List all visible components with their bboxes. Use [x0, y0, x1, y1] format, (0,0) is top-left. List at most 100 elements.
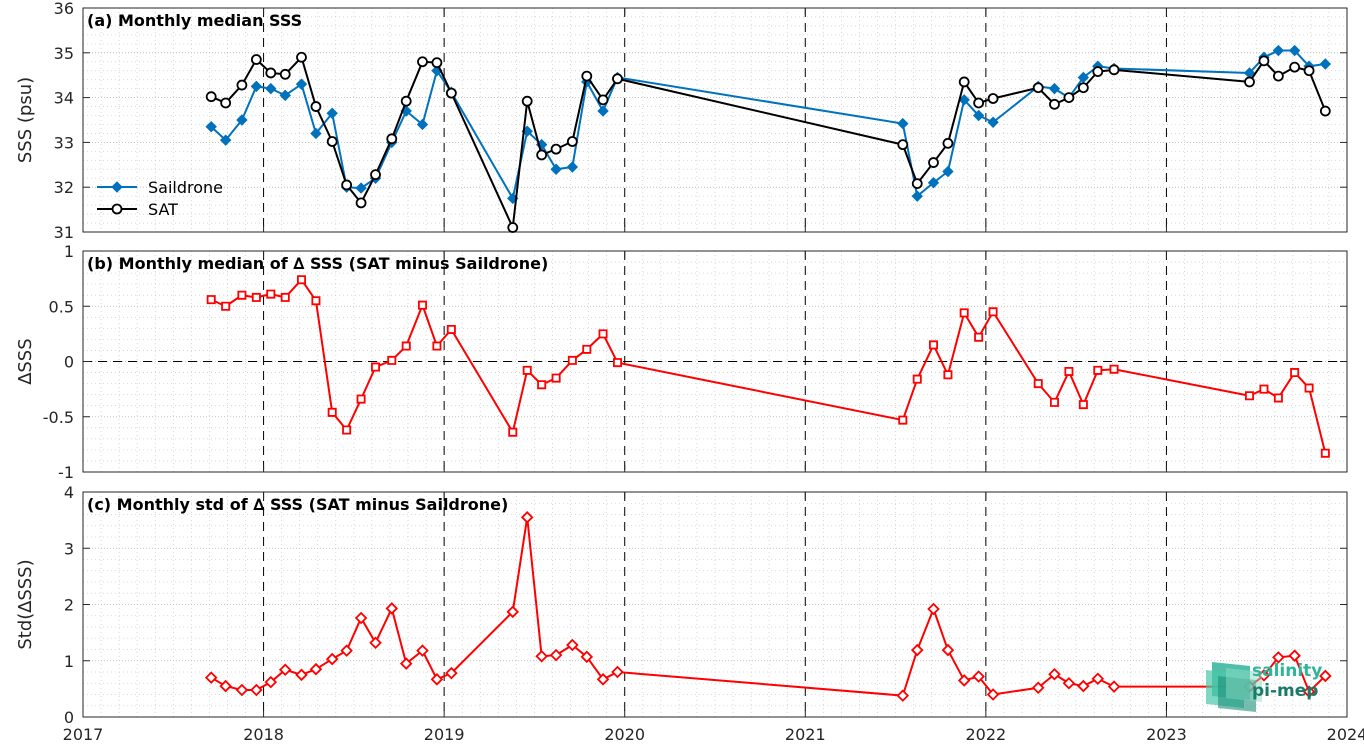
data-point	[250, 683, 263, 697]
data-point	[278, 663, 292, 677]
panel-c: 0 1 2 3 4 2017 2018 2019 2020 2021 2022 2023 2024 Std…	[15, 483, 1364, 744]
data-point	[445, 666, 458, 680]
panel-title: (a) Monthly median SSS	[87, 11, 302, 30]
data-point	[1258, 55, 1270, 67]
data-point	[355, 182, 367, 194]
data-point	[446, 324, 456, 334]
data-point	[354, 611, 368, 625]
legend-sat-label: SAT	[148, 200, 178, 219]
data-point	[251, 292, 261, 302]
data-point	[941, 643, 955, 657]
data-point	[295, 668, 308, 682]
data-point	[958, 76, 970, 88]
y-axis-label: SSS (psu)	[15, 77, 36, 163]
data-point	[972, 109, 985, 122]
logo-text-pi-mep: pi-mep	[1252, 681, 1318, 701]
data-point	[1290, 368, 1300, 378]
data-point	[296, 51, 307, 63]
data-point	[1304, 383, 1314, 393]
y-tick-label: 4	[64, 483, 74, 502]
data-point	[1319, 669, 1332, 683]
data-point	[219, 134, 232, 146]
data-point	[910, 643, 924, 657]
data-point	[580, 650, 594, 664]
data-point	[928, 340, 938, 350]
data-point	[1064, 366, 1074, 376]
data-point	[1303, 65, 1315, 77]
data-point	[387, 355, 397, 365]
data-point	[1319, 105, 1331, 117]
data-point	[445, 87, 457, 99]
data-point	[310, 101, 322, 112]
data-point	[430, 673, 444, 686]
y-tick-label: 33	[54, 133, 74, 152]
data-point	[1048, 82, 1061, 95]
data-point	[611, 665, 624, 679]
x-tick-label: 2019	[424, 725, 465, 744]
y-tick-label: 34	[54, 89, 74, 108]
data-point	[566, 638, 579, 652]
data-point	[943, 370, 953, 380]
data-point	[327, 407, 337, 417]
data-point	[582, 344, 592, 354]
data-point	[927, 177, 940, 189]
data-point	[987, 93, 999, 104]
data-point	[520, 511, 534, 524]
data-point	[959, 308, 969, 318]
series-sat	[205, 51, 1331, 233]
y-tick-label: 35	[54, 44, 74, 63]
data-point	[521, 95, 533, 107]
data-point	[369, 636, 382, 650]
logo-mark-icon	[1206, 662, 1262, 712]
data-point	[295, 78, 308, 90]
data-point	[566, 136, 578, 147]
data-point	[236, 79, 248, 91]
data-point	[973, 97, 985, 109]
y-tick-label: 2	[64, 596, 74, 615]
data-point	[1302, 685, 1316, 698]
data-point	[417, 56, 428, 68]
x-tick-label: 2024	[1327, 725, 1364, 744]
data-point	[1033, 379, 1043, 389]
data-point	[1289, 61, 1301, 73]
data-point	[220, 97, 232, 109]
y-tick-label: 0	[64, 353, 74, 372]
data-point	[1049, 98, 1060, 110]
panel-b: -1 -0.5 0 0.5 1 ∆SSS (b) Monthly median of ∆ S…	[15, 242, 1348, 482]
minor-grid	[83, 492, 1347, 717]
data-point	[1093, 365, 1103, 375]
data-point	[1288, 649, 1301, 662]
data-point	[928, 157, 939, 168]
data-point	[1048, 667, 1061, 681]
data-point	[1273, 393, 1283, 403]
data-point	[551, 373, 561, 383]
y-tick-label: 0.5	[49, 297, 74, 316]
x-tick-label: 2017	[63, 725, 104, 744]
data-point	[567, 355, 577, 365]
y-tick-label: -1	[58, 463, 74, 482]
data-point	[927, 602, 940, 616]
data-point	[221, 301, 231, 311]
y-axis-label: ∆SSS	[15, 338, 36, 385]
data-point	[370, 169, 381, 181]
data-point	[1272, 651, 1285, 664]
y-tick-label: 0	[64, 708, 74, 727]
data-point	[235, 683, 249, 697]
data-point	[972, 670, 985, 683]
data-point	[250, 80, 263, 93]
data-point	[507, 222, 519, 233]
data-point	[205, 121, 217, 133]
y-tick-label: -0.5	[43, 408, 74, 427]
data-point	[612, 358, 622, 368]
data-point	[550, 143, 562, 155]
x-tick-label: 2018	[243, 725, 284, 744]
x-tick-label: 2022	[965, 725, 1006, 744]
data-point	[1049, 397, 1059, 407]
y-tick-label: 3	[64, 539, 74, 558]
data-point	[942, 165, 954, 178]
data-point	[326, 107, 338, 119]
data-point	[265, 82, 277, 95]
data-point	[598, 329, 608, 339]
x-tick-label: 2023	[1146, 725, 1187, 744]
